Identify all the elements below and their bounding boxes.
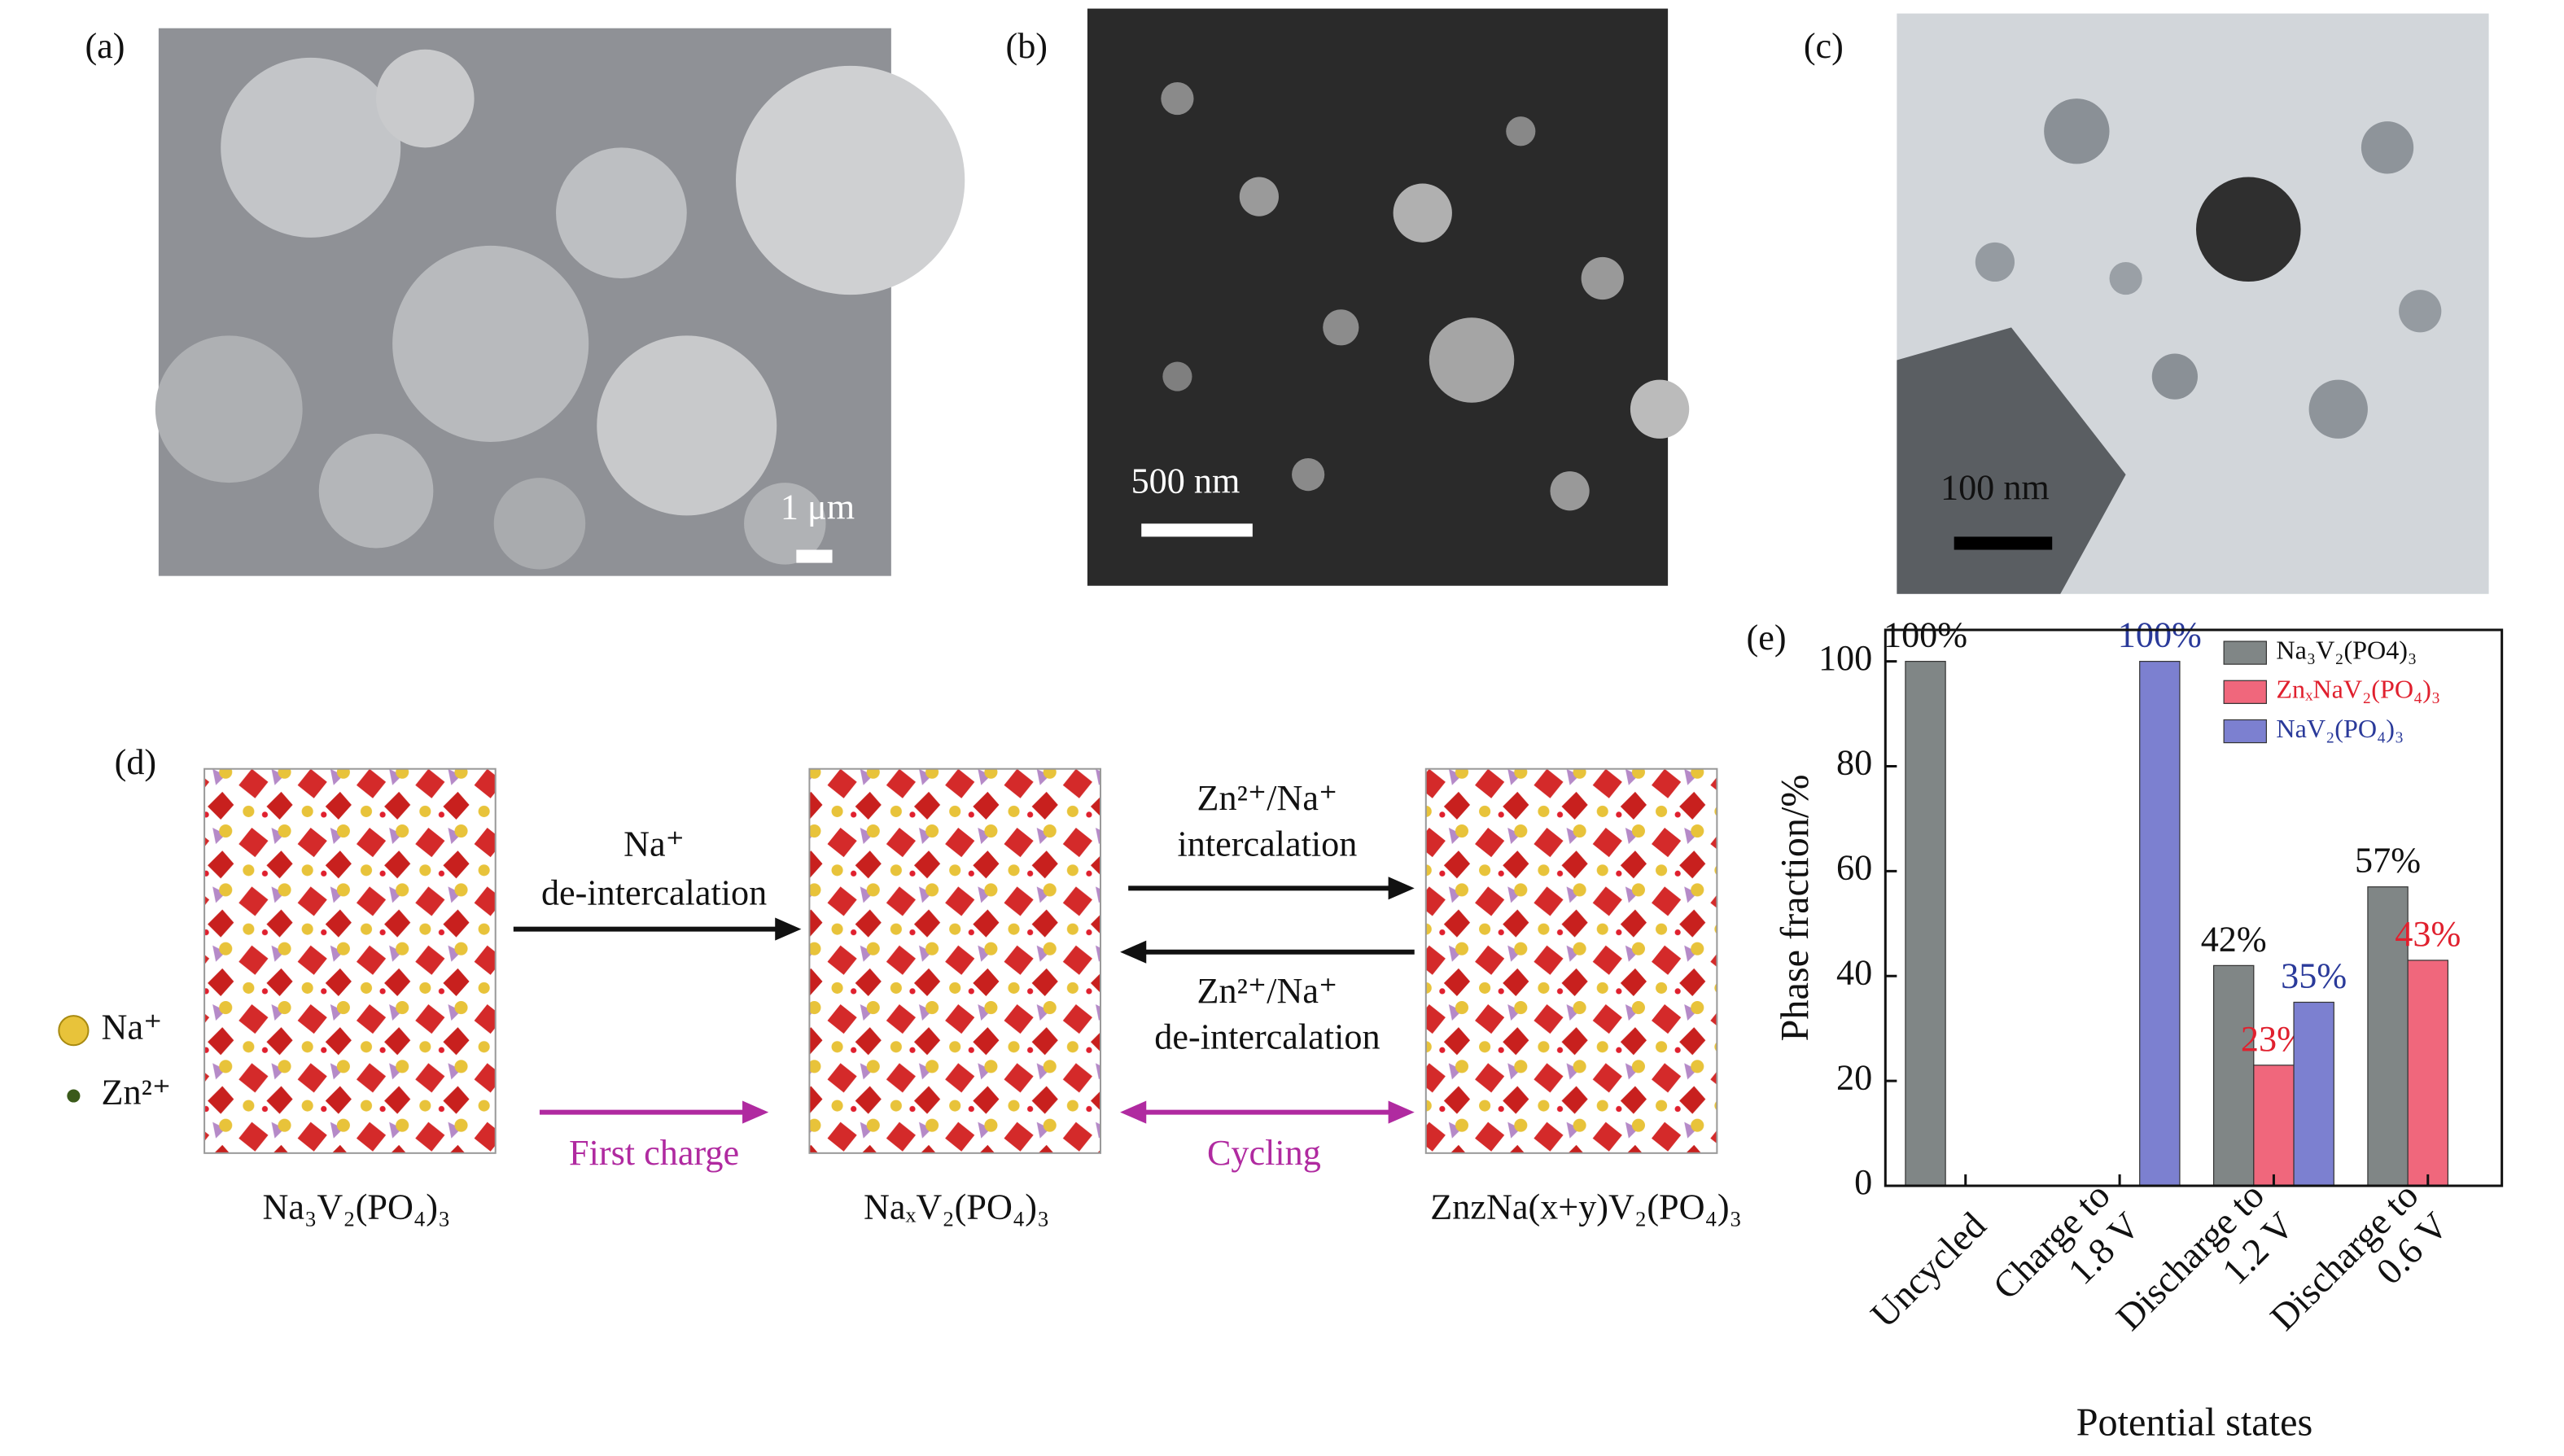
legend-label: Zn²⁺ [102,1073,172,1113]
arrow-head [1120,1100,1147,1124]
y-tick-label: 100 [1818,638,1872,678]
value-label: 35% [2281,955,2347,995]
structure-label: Na₃V₂(PO₄)₃ [262,1187,450,1226]
arrow-head [742,1100,769,1124]
legend-label: NaV₂(PO₄)₃ [2276,714,2404,743]
micrograph-c [1897,13,2489,594]
bar [2407,960,2448,1187]
legend-label: Na₃V₂(PO4)₃ [2276,635,2417,664]
legend-label: ZnₓNaV₂(PO₄)₃ [2276,675,2440,704]
bar [1905,661,1946,1187]
structure-label: NaₓV₂(PO₄)₃ [864,1187,1049,1226]
bar [2139,661,2181,1187]
process-label: Cycling [1207,1133,1321,1173]
plot-frame [1884,628,2504,1187]
arrow-head [1388,1100,1415,1124]
process-label: First charge [569,1133,739,1173]
value-label: 100% [1884,615,1967,655]
panel-label: (d) [115,742,157,782]
crystal-structure [203,767,497,1154]
legend-swatch [2223,641,2267,665]
x-tick-label: Discharge to1.2 V [2108,1174,2302,1338]
value-label: 42% [2201,919,2267,959]
step-label: de-intercalation [1154,1017,1380,1056]
legend-swatch [2223,680,2267,704]
step-label: Na⁺ [623,824,685,864]
panel-label: (e) [1747,618,1787,658]
x-tick-label: Uncycled [1862,1205,1993,1336]
micrograph-a [155,28,965,576]
y-axis-label: Phase fraction/% [1774,775,1817,1042]
step-label: Zn²⁺/Na⁺ [1197,971,1338,1011]
bar [2253,1065,2295,1187]
step-label: de-intercalation [541,873,767,913]
scale-bar-label: 100 nm [1941,467,2050,507]
legend-zn [67,1089,81,1103]
y-tick-label: 80 [1836,743,1872,783]
step-label: Zn²⁺/Na⁺ [1197,778,1338,818]
step-label: intercalation [1177,824,1357,864]
arrow-head [775,917,802,941]
panel-label: (a) [85,26,125,66]
y-tick-label: 20 [1836,1057,1872,1097]
bar [2293,1001,2334,1187]
value-label: 100% [2118,615,2202,655]
legend-swatch [2223,719,2267,744]
structure-label: ZnzNa(x+y)V₂(PO₄)₃ [1430,1187,1742,1226]
scale-bar-label: 500 nm [1131,461,1240,501]
x-tick-label-line: Uncycled [1862,1205,1993,1336]
bar [2367,886,2409,1187]
arrow-head [1388,877,1415,900]
x-tick-label: Discharge to0.6 V [2262,1174,2456,1338]
micrograph-b [1087,8,1690,586]
panel-label: (b) [1005,26,1048,66]
scale-bar-label: 1 μm [781,487,855,527]
y-tick-label: 0 [1854,1162,1872,1202]
legend-label: Na⁺ [102,1007,163,1047]
legend-na [58,1015,90,1047]
arrow-head [1120,940,1147,964]
panel-label: (c) [1804,26,1844,66]
y-tick-label: 40 [1836,952,1872,992]
crystal-structure [808,767,1102,1154]
y-tick-label: 60 [1836,848,1872,888]
value-label: 57% [2355,841,2421,881]
x-axis-label: Potential states [2076,1401,2313,1444]
crystal-structure [1424,767,1718,1154]
bar [2212,964,2255,1187]
value-label: 43% [2395,914,2461,954]
